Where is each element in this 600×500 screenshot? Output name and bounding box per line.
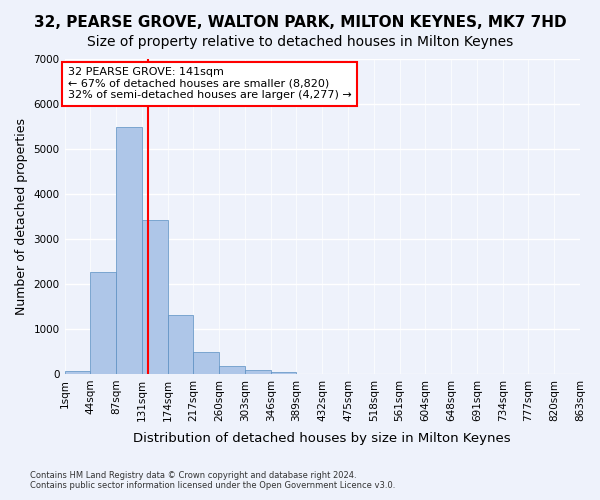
Bar xyxy=(167,316,193,374)
Bar xyxy=(193,352,219,374)
Text: 32, PEARSE GROVE, WALTON PARK, MILTON KEYNES, MK7 7HD: 32, PEARSE GROVE, WALTON PARK, MILTON KE… xyxy=(34,15,566,30)
Y-axis label: Number of detached properties: Number of detached properties xyxy=(15,118,28,315)
Bar xyxy=(271,372,296,374)
Text: Size of property relative to detached houses in Milton Keynes: Size of property relative to detached ho… xyxy=(87,35,513,49)
X-axis label: Distribution of detached houses by size in Milton Keynes: Distribution of detached houses by size … xyxy=(133,432,511,445)
Text: 32 PEARSE GROVE: 141sqm
← 67% of detached houses are smaller (8,820)
32% of semi: 32 PEARSE GROVE: 141sqm ← 67% of detache… xyxy=(68,67,352,100)
Bar xyxy=(65,370,91,374)
Bar xyxy=(142,220,167,374)
Bar xyxy=(245,370,271,374)
Bar xyxy=(91,272,116,374)
Bar xyxy=(219,366,245,374)
Text: Contains HM Land Registry data © Crown copyright and database right 2024.
Contai: Contains HM Land Registry data © Crown c… xyxy=(30,470,395,490)
Bar xyxy=(116,128,142,374)
